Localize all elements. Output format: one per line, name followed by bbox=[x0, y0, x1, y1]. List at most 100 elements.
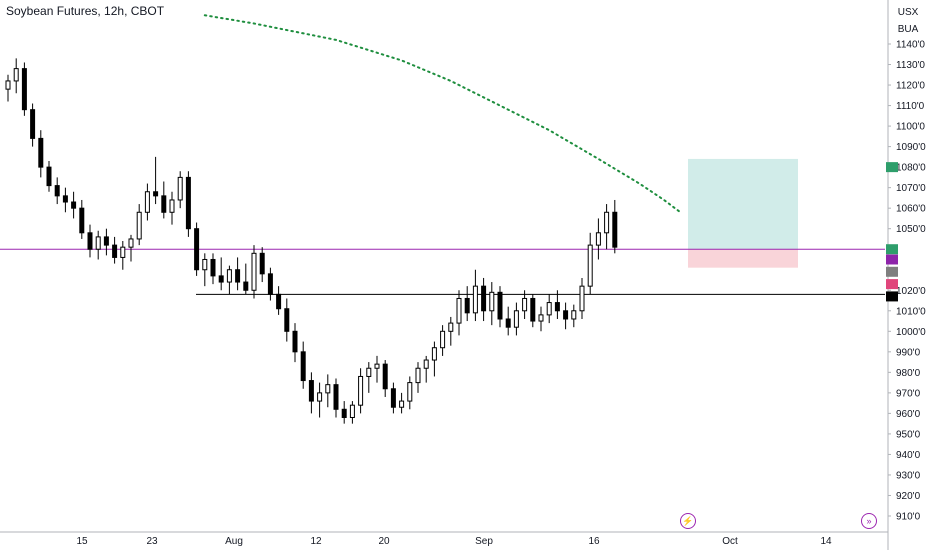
candle-body bbox=[390, 388, 396, 408]
lightning-icon[interactable]: ⚡ bbox=[680, 513, 696, 529]
candle-body bbox=[489, 291, 495, 312]
candle-body bbox=[243, 281, 249, 291]
candle-body bbox=[300, 351, 306, 382]
candle-body bbox=[79, 207, 85, 234]
price-tick-label: 980'0 bbox=[896, 368, 921, 379]
candle-body bbox=[153, 191, 159, 197]
candle-body bbox=[103, 236, 109, 246]
time-tick-label: 16 bbox=[588, 536, 600, 547]
candle-body bbox=[530, 297, 536, 322]
price-tick-label: 1100'0 bbox=[896, 122, 925, 133]
time-tick-label: Aug bbox=[225, 536, 243, 547]
candle-body bbox=[513, 310, 519, 328]
time-tick-label: 15 bbox=[76, 536, 88, 547]
target-zone bbox=[688, 158, 798, 250]
candle-body bbox=[317, 392, 323, 402]
unit-label[interactable]: BUA bbox=[897, 24, 919, 35]
candle-body bbox=[595, 232, 601, 246]
candle-body bbox=[202, 258, 208, 271]
candle-body bbox=[276, 293, 282, 310]
candle-body bbox=[423, 359, 429, 369]
price-tick-label: 990'0 bbox=[896, 347, 921, 358]
price-tick-label: 940'0 bbox=[896, 450, 921, 461]
time-tick-label: 14 bbox=[820, 536, 832, 547]
candle-body bbox=[333, 384, 339, 410]
candle-body bbox=[46, 166, 52, 187]
candle-body bbox=[292, 330, 298, 353]
candle-body bbox=[251, 252, 257, 291]
candle-body bbox=[161, 195, 167, 213]
candle-body bbox=[579, 285, 585, 312]
price-tick-label: 1050'0 bbox=[896, 224, 926, 235]
candle-body bbox=[448, 322, 454, 332]
candle-body bbox=[177, 176, 183, 201]
candle-body bbox=[505, 318, 511, 328]
candle-body bbox=[440, 330, 446, 349]
candle-body bbox=[456, 297, 462, 324]
candle-body bbox=[62, 195, 68, 203]
candle-body bbox=[604, 211, 610, 234]
price-tick-label: 920'0 bbox=[896, 491, 921, 502]
marker-gray bbox=[886, 266, 898, 277]
candle-body bbox=[136, 211, 142, 240]
time-tick-label: Oct bbox=[722, 536, 738, 547]
candle-body bbox=[538, 314, 544, 322]
candle-body bbox=[464, 297, 470, 314]
price-tick-label: 1010'0 bbox=[896, 306, 926, 317]
candle-body bbox=[349, 404, 355, 418]
candle-body bbox=[120, 246, 126, 258]
candle-body bbox=[218, 275, 224, 283]
time-tick-label: 23 bbox=[146, 536, 158, 547]
candle-body bbox=[5, 80, 11, 90]
candle-body bbox=[374, 363, 380, 369]
price-tick-label: 1130'0 bbox=[896, 60, 925, 71]
candle-body bbox=[308, 380, 314, 402]
price-tick-label: 1070'0 bbox=[896, 183, 926, 194]
goto-realtime-icon[interactable]: » bbox=[861, 513, 877, 529]
time-tick-label: Sep bbox=[475, 536, 493, 547]
candle-body bbox=[341, 408, 347, 418]
price-tick-label: 1110'0 bbox=[896, 101, 925, 112]
candle-body bbox=[54, 185, 60, 197]
candle-body bbox=[284, 308, 290, 332]
marker-target bbox=[886, 162, 898, 173]
candle-body bbox=[472, 285, 478, 314]
time-tick-label: 12 bbox=[310, 536, 322, 547]
price-tick-label: 950'0 bbox=[896, 429, 921, 440]
candle-body bbox=[267, 273, 273, 295]
candle-body bbox=[95, 236, 101, 250]
candle-body bbox=[366, 367, 372, 377]
price-tick-label: 1120'0 bbox=[896, 81, 925, 92]
price-tick-label: 960'0 bbox=[896, 409, 921, 420]
candle-body bbox=[358, 375, 364, 406]
stop-zone bbox=[688, 249, 798, 268]
candle-body bbox=[21, 68, 27, 111]
candle-body bbox=[144, 191, 150, 213]
candle-body bbox=[546, 302, 552, 316]
price-tick-label: 930'0 bbox=[896, 470, 921, 481]
candle-body bbox=[169, 199, 175, 213]
marker-pink bbox=[886, 279, 898, 290]
candle-body bbox=[13, 68, 19, 82]
candle-body bbox=[226, 269, 232, 283]
candle-body bbox=[30, 109, 36, 139]
price-tick-label: 970'0 bbox=[896, 388, 921, 399]
candle-body bbox=[554, 302, 560, 312]
candle-body bbox=[571, 310, 577, 320]
marker-purple bbox=[886, 254, 898, 265]
candle-body bbox=[112, 244, 118, 258]
candle-body bbox=[415, 367, 421, 384]
candle-body bbox=[185, 176, 191, 230]
candle-body bbox=[71, 201, 77, 209]
candle-body bbox=[522, 297, 528, 312]
moving-average-line bbox=[203, 14, 682, 214]
candle-body bbox=[563, 310, 569, 320]
price-tick-label: 1140'0 bbox=[896, 40, 925, 51]
currency-label[interactable]: USX bbox=[897, 7, 919, 18]
price-tick-label: 1020'0 bbox=[896, 286, 926, 297]
candle-body bbox=[235, 269, 241, 283]
price-tick-label: 1080'0 bbox=[896, 163, 926, 174]
price-tick-label: 1000'0 bbox=[896, 327, 926, 338]
marker-black bbox=[886, 291, 898, 302]
